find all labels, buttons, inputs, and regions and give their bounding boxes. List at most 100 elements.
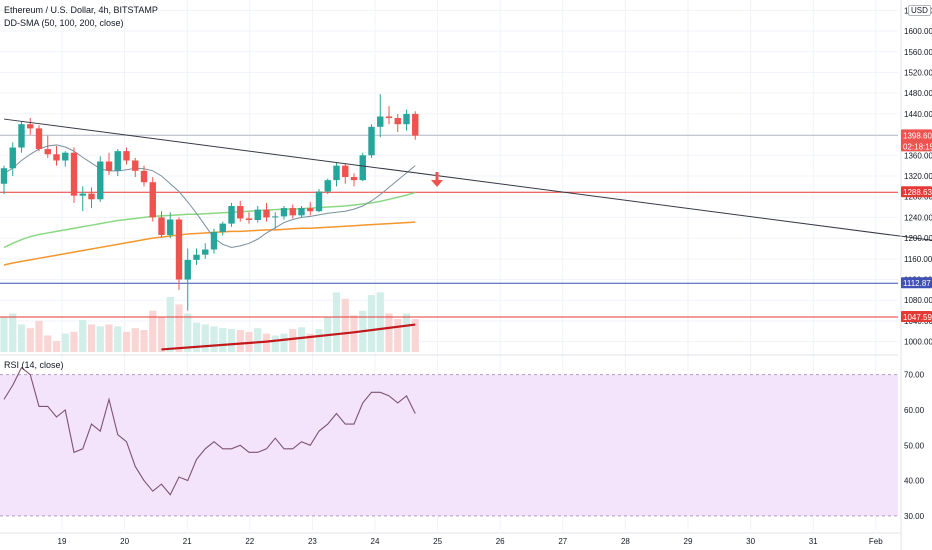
candle-body[interactable] [333,165,340,181]
candle-body[interactable] [368,126,375,156]
candle-body[interactable] [88,193,95,200]
volume-bar [306,333,314,352]
rsi-tick-label: 30.00 [904,512,925,521]
time-tick-label: 24 [371,537,380,546]
volume-bar [96,326,104,352]
moving-averages [3,144,416,351]
volume-bar [157,317,166,352]
time-tick-label: 21 [183,537,192,546]
candle-body[interactable] [35,128,43,150]
candle-body[interactable] [114,151,121,171]
candle-body[interactable] [70,152,78,196]
candle-body[interactable] [228,206,235,224]
candle-body[interactable] [315,191,323,212]
candle-body[interactable] [158,217,165,236]
candle-body[interactable] [350,177,358,181]
time-tick-label: 31 [809,537,818,546]
candle-body[interactable] [245,218,253,220]
time-tick-label: 20 [120,537,129,546]
volume-bar [61,333,69,352]
volume-bar [149,310,157,352]
time-tick-label: Feb [869,537,883,546]
price-tick-label: 1000.00 [904,338,932,347]
candle-body[interactable] [79,193,86,196]
price-badges: 1398.60 02:18:15 1288.63 1112.87 1047.59 [901,129,932,323]
candle-body[interactable] [105,161,113,171]
candle-body[interactable] [394,118,401,125]
volume-bar [289,329,297,352]
price-tick-label: 1080.00 [904,296,932,305]
candle-body[interactable] [272,216,279,218]
trend-line[interactable] [3,118,932,284]
candle-body[interactable] [53,154,60,161]
candle-body[interactable] [377,116,384,127]
candle-body[interactable] [123,151,130,161]
candles[interactable] [0,94,419,311]
volume-bar [219,328,227,352]
candle-body[interactable] [298,208,305,216]
time-tick-label: 25 [433,537,442,546]
price-tick-label: 1560.00 [904,48,932,57]
currency-badge[interactable]: USD [908,5,931,16]
candle-body[interactable] [193,254,200,260]
price-badge-text: 1398.60 [903,131,932,140]
volume-bar [271,335,279,352]
candle-body[interactable] [44,149,51,155]
price-tick-label: 1520.00 [904,68,932,77]
sma-legend[interactable]: DD-SMA (50, 100, 200, close) [4,18,124,28]
candle-body[interactable] [97,161,104,200]
candle-body[interactable] [307,208,314,212]
candle-body[interactable] [140,170,148,183]
rsi-legend[interactable]: RSI (14, close) [4,360,64,370]
price-tick-label: 1440.00 [904,110,932,119]
down-arrow-icon [435,172,439,180]
sma-fast-line [3,144,416,248]
candle-body[interactable] [27,124,34,129]
price-tick-label: 1480.00 [904,89,932,98]
candle-body[interactable] [202,249,209,255]
trend-line-group[interactable] [3,118,932,284]
volume-bar [70,331,78,352]
candle-body[interactable] [175,219,183,280]
candle-body[interactable] [263,209,270,218]
candle-body[interactable] [210,231,218,250]
candle-body[interactable] [18,124,25,148]
candle-body[interactable] [9,147,16,169]
candle-body[interactable] [289,208,296,216]
volume-bar [166,297,174,352]
candle-body[interactable] [167,219,174,236]
price-badge [901,277,932,289]
main-legend[interactable]: Ethereum / U.S. Dollar, 4h, BITSTAMP [4,5,158,15]
candle-body[interactable] [149,182,156,218]
volume-bar [79,319,87,352]
candle-body[interactable] [219,223,226,232]
candle-body[interactable] [324,180,331,192]
price-badge-text: 1288.63 [903,188,932,197]
candle-body[interactable] [280,208,288,217]
candle-body[interactable] [132,160,139,171]
volume-bar [140,330,148,352]
candle-body[interactable] [184,259,191,280]
candle-body[interactable] [342,165,349,178]
candle-body[interactable] [0,168,8,184]
candle-body[interactable] [237,206,244,219]
candle-body[interactable] [385,116,393,119]
time-tick-label: 22 [245,537,254,546]
price-tick-label: 1320.00 [904,172,932,181]
volume-bar [210,326,218,352]
price-badge [901,186,932,198]
candle-body[interactable] [359,155,366,181]
candle-body[interactable] [62,152,69,161]
volume-bar [297,327,306,352]
candle-body[interactable] [403,113,410,125]
rsi-band [0,374,898,516]
candle-body[interactable] [412,113,419,136]
time-tick-label: 27 [558,537,567,546]
volume-bar [280,333,288,352]
volume-bar [44,335,52,352]
rsi-tick-label: 70.00 [904,371,925,380]
candle-body[interactable] [254,209,261,220]
volume-bar [9,313,17,352]
rsi-tick-label: 40.00 [904,477,925,486]
